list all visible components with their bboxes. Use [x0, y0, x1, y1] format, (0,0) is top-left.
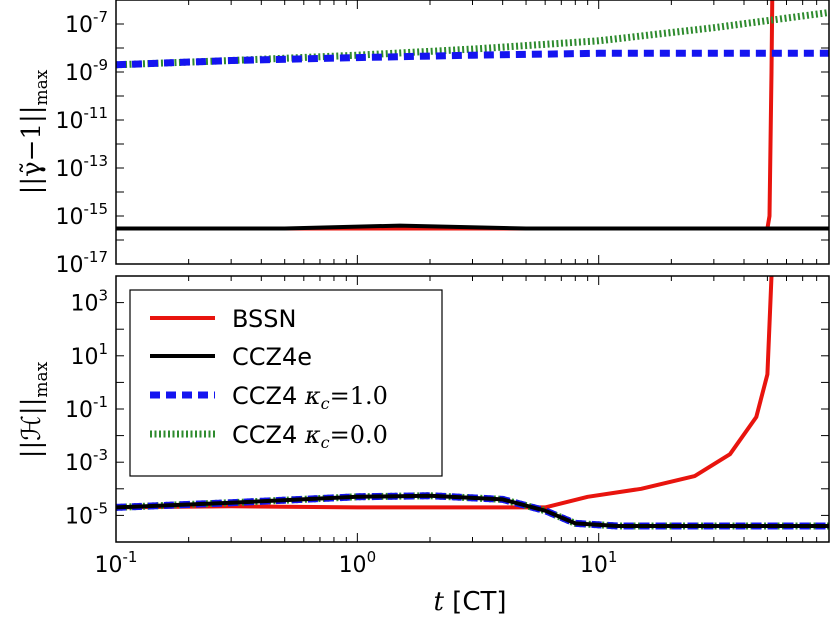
legend-label-ccz4e: CCZ4e	[232, 343, 312, 371]
legend-label-ccz4-k1: CCZ4 κc=1.0	[232, 382, 388, 413]
legend-label-ccz4-k0: CCZ4 κc=0.0	[232, 421, 388, 452]
legend-label-ccz4-k0-main: CCZ4	[232, 421, 297, 449]
top-plot-frame	[115, 0, 830, 265]
top-ytick-label: 10-11	[56, 104, 109, 134]
top-ylabel: ||γ̃−1||max	[17, 69, 52, 194]
bottom-ytick-label: 10-1	[65, 393, 108, 423]
top-ticks-group: 10-7 10-9 10-11 10-13 10-15 10-17	[56, 0, 830, 278]
legend-kappa-symbol: κ	[304, 421, 321, 449]
top-series-group	[116, 0, 829, 231]
xtick-label: 100	[339, 548, 377, 578]
top-ytick-label: 10-15	[56, 200, 109, 230]
bottom-series-bssn	[116, 276, 774, 510]
bottom-ytick-label: 10-5	[65, 499, 108, 529]
bottom-ytick-label: 10-3	[65, 446, 108, 476]
bottom-series-group	[116, 276, 829, 530]
x-axis-label-italic: t	[433, 587, 444, 617]
legend-label-bssn: BSSN	[232, 305, 296, 333]
top-series-ccz4-c-1-0	[116, 49, 829, 69]
top-ylabel-sub: max	[32, 69, 52, 105]
bottom-ytick-label: 103	[70, 287, 108, 317]
top-series-ccz4e	[116, 223, 829, 231]
top-series-ccz4-c-0-0	[116, 9, 829, 69]
xtick-label: 10-1	[95, 548, 138, 578]
legend-kappa-symbol: κ	[304, 382, 321, 410]
legend-kappa-sub: c	[321, 433, 330, 452]
top-ytick-label: 10-13	[56, 152, 109, 182]
bottom-series-ccz4e	[116, 493, 829, 528]
x-axis-label-rest: [CT]	[444, 587, 507, 617]
legend-kappa-sub: c	[321, 394, 330, 413]
legend-label-ccz4-k1-main: CCZ4	[232, 382, 297, 410]
xtick-label: 101	[580, 548, 618, 578]
bottom-ticks-group: 103 101 10-1 10-3 10-5 10-1 100 101	[65, 275, 830, 578]
bottom-ytick-label: 101	[70, 340, 108, 370]
top-ytick-label: 10-7	[65, 8, 108, 38]
top-ytick-label: 10-17	[56, 248, 109, 278]
bottom-panel: 103 101 10-1 10-3 10-5 10-1 100 101 ||ℋ||max t …	[17, 275, 830, 617]
bottom-ylabel-main: ||ℋ||	[17, 398, 47, 459]
top-panel: 10-7 10-9 10-11 10-13 10-15 10-17 ||γ̃−1||max	[17, 0, 830, 278]
legend: BSSN CCZ4e CCZ4 κc=1.0 CCZ4 κc=0.0	[129, 289, 443, 477]
top-ylabel-main: ||γ̃−1||	[17, 105, 47, 194]
legend-frame	[129, 289, 443, 477]
legend-label-ccz4-k1-value: =1.0	[330, 382, 388, 410]
bottom-ylabel: ||ℋ||max	[17, 361, 52, 458]
bottom-ylabel-sub: max	[32, 361, 52, 397]
top-ytick-label: 10-9	[65, 56, 108, 86]
legend-label-ccz4-k0-value: =0.0	[330, 421, 388, 449]
x-axis-label: t [CT]	[433, 587, 506, 617]
bottom-series-ccz4-c-1-0	[116, 492, 829, 530]
